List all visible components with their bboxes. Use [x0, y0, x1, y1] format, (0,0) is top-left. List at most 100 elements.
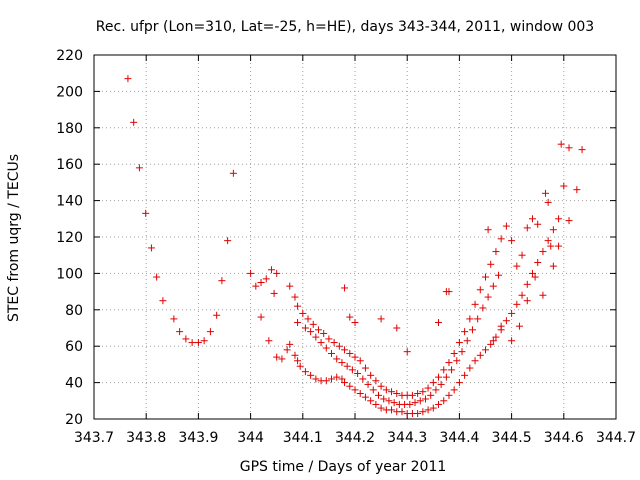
- data-point: [382, 386, 390, 394]
- data-point: [442, 373, 450, 381]
- data-point: [304, 315, 312, 323]
- y-tick-labels: 20 40 60 80 100 120 140 160 180 200 220: [56, 48, 83, 428]
- data-point: [398, 408, 406, 416]
- data-point: [130, 118, 138, 126]
- data-point: [497, 322, 505, 330]
- data-point: [314, 326, 322, 334]
- data-point: [229, 169, 237, 177]
- data-point: [518, 251, 526, 259]
- data-point: [435, 400, 443, 408]
- data-point: [361, 393, 369, 401]
- data-point: [257, 313, 265, 321]
- data-point: [508, 309, 516, 317]
- data-point: [448, 366, 456, 374]
- data-point: [273, 353, 281, 361]
- y-tick-label: 180: [56, 121, 83, 137]
- data-point: [291, 351, 299, 359]
- data-point: [497, 235, 505, 243]
- x-tick-label: 344.7: [596, 430, 636, 446]
- data-point: [367, 371, 375, 379]
- data-point: [265, 337, 273, 345]
- data-point: [549, 226, 557, 234]
- data-point: [531, 273, 539, 281]
- data-point: [338, 375, 346, 383]
- x-tick-label: 344.2: [335, 430, 375, 446]
- y-tick-label: 200: [56, 84, 83, 100]
- data-point: [325, 335, 333, 343]
- data-point: [372, 400, 380, 408]
- data-point: [286, 282, 294, 290]
- y-tick-label: 220: [56, 48, 83, 64]
- data-point: [351, 353, 359, 361]
- data-point: [440, 397, 448, 405]
- data-point: [224, 237, 232, 245]
- data-point: [294, 357, 302, 365]
- data-point: [555, 242, 563, 250]
- data-point: [159, 297, 167, 305]
- x-tick-label: 344.1: [283, 430, 323, 446]
- data-point: [262, 275, 270, 283]
- data-point: [455, 339, 463, 347]
- data-point: [489, 337, 497, 345]
- data-point: [513, 262, 521, 270]
- data-point: [301, 368, 309, 376]
- x-tick-label: 344.5: [492, 430, 532, 446]
- data-point: [429, 404, 437, 412]
- data-point: [534, 258, 542, 266]
- data-point: [346, 382, 354, 390]
- x-tick-labels: 343.7 343.8 343.9 344 344.1 344.2 344.3 344.4 34…: [74, 430, 636, 446]
- data-point: [518, 291, 526, 299]
- data-point: [367, 397, 375, 405]
- data-point: [328, 375, 336, 383]
- data-point: [309, 320, 317, 328]
- data-point: [286, 340, 294, 348]
- data-point: [471, 357, 479, 365]
- data-point: [351, 319, 359, 327]
- data-point: [142, 209, 150, 217]
- y-tick-label: 140: [56, 194, 83, 210]
- data-point: [348, 366, 356, 374]
- x-tick-label: 344: [237, 430, 264, 446]
- y-axis-label: STEC from uqrg / TECUs: [6, 154, 22, 322]
- data-point: [523, 280, 531, 288]
- data-point: [466, 315, 474, 323]
- data-point: [435, 319, 443, 327]
- data-point: [411, 399, 419, 407]
- data-point: [463, 337, 471, 345]
- y-tick-label: 160: [56, 157, 83, 173]
- data-point: [213, 311, 221, 319]
- data-point: [523, 297, 531, 305]
- x-tick-label: 343.8: [126, 430, 166, 446]
- data-point: [487, 340, 495, 348]
- data-point: [312, 375, 320, 383]
- data-point: [206, 328, 214, 336]
- data-point: [539, 248, 547, 256]
- data-point: [341, 379, 349, 387]
- data-point: [487, 260, 495, 268]
- data-point: [218, 277, 226, 285]
- y-tick-label: 120: [56, 230, 83, 246]
- data-point: [135, 164, 143, 172]
- x-axis-label: GPS time / Days of year 2011: [240, 459, 447, 475]
- data-point: [369, 386, 377, 394]
- data-point: [528, 215, 536, 223]
- data-point: [474, 315, 482, 323]
- data-point: [294, 319, 302, 327]
- data-point: [333, 373, 341, 381]
- data-point: [335, 342, 343, 350]
- data-point: [429, 379, 437, 387]
- data-point: [312, 333, 320, 341]
- data-point: [354, 370, 362, 377]
- data-point: [435, 373, 443, 381]
- data-point: [539, 291, 547, 299]
- data-point: [267, 266, 275, 274]
- data-point: [492, 333, 500, 341]
- data-point: [252, 282, 260, 290]
- data-point: [424, 384, 432, 392]
- data-point: [476, 351, 484, 359]
- data-point: [424, 406, 432, 414]
- data-point: [257, 279, 265, 286]
- data-point: [544, 237, 552, 245]
- data-point: [508, 337, 516, 345]
- data-point: [153, 273, 161, 281]
